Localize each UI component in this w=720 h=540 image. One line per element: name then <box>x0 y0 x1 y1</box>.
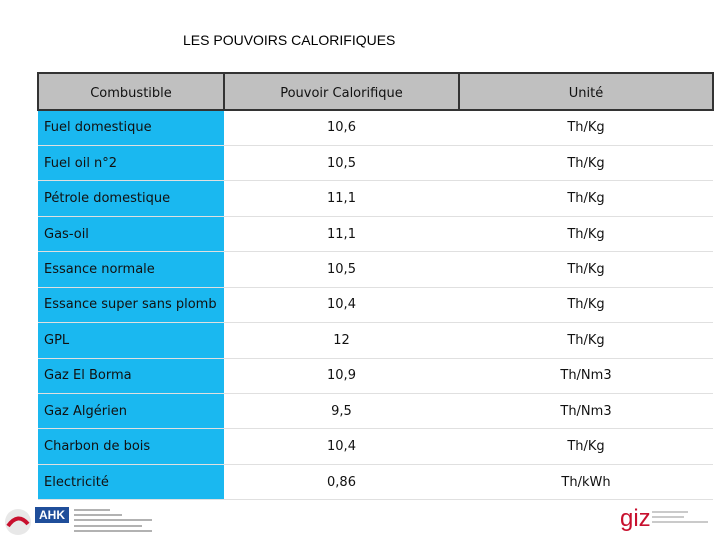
table: Combustible Pouvoir Calorifique Unité Fuel… <box>37 72 714 501</box>
calorific-value: 11,1 <box>224 216 459 253</box>
fuel-name: Fuel oil n°2 <box>38 145 224 182</box>
column-header: Pouvoir Calorifique <box>223 72 460 111</box>
unit: Th/Kg <box>459 251 713 288</box>
table-row: GPL 12 Th/Kg <box>38 322 713 359</box>
table-row: Fuel domestique 10,6 Th/Kg <box>38 110 713 146</box>
calorific-value: 10,4 <box>224 428 459 465</box>
table-row: Gas-oil 11,1 Th/Kg <box>38 216 713 253</box>
logo-box <box>35 507 69 523</box>
unit: Th/Kg <box>459 110 713 146</box>
table-row: Essance normale 10,5 Th/Kg <box>38 251 713 288</box>
unit: Th/Kg <box>459 287 713 324</box>
fuel-name: GPL <box>38 322 224 359</box>
fuel-name: Gas-oil <box>38 216 224 253</box>
calorific-value: 10,4 <box>224 287 459 324</box>
fuel-name: Essance super sans plomb <box>38 287 224 324</box>
table-row: Gaz El Borma 10,9 Th/Nm3 <box>38 358 713 395</box>
calorific-value: 12 <box>224 322 459 359</box>
fuel-name: Gaz El Borma <box>38 358 224 395</box>
logo-text: giz <box>620 505 651 532</box>
logo-emblem <box>5 509 31 535</box>
logo-text: AHK <box>39 508 65 522</box>
calorific-value: 10,6 <box>224 110 459 146</box>
unit: Th/Nm3 <box>459 393 713 430</box>
fuel-name: Electricité <box>38 464 224 501</box>
unit: Th/Kg <box>459 180 713 217</box>
calorific-value: 11,1 <box>224 180 459 217</box>
fuel-name: Essance normale <box>38 251 224 288</box>
unit: Th/kWh <box>459 464 713 501</box>
table-row: Electricité 0,86 Th/kWh <box>38 464 713 501</box>
unit: Th/Kg <box>459 428 713 465</box>
unit: Th/Nm3 <box>459 358 713 395</box>
calorific-value: 10,5 <box>224 251 459 288</box>
table-row: Essance super sans plomb 10,4 Th/Kg <box>38 287 713 324</box>
table-body: Fuel domestique 10,6 Th/Kg Fuel oil n°2 10,5… <box>38 110 713 501</box>
fuel-name: Fuel domestique <box>38 110 224 146</box>
table-row: Fuel oil n°2 10,5 Th/Kg <box>38 145 713 182</box>
giz-logo: giz <box>620 505 708 532</box>
calorific-value: 10,5 <box>224 145 459 182</box>
table-row: Pétrole domestique 11,1 Th/Kg <box>38 180 713 217</box>
logo-emblem <box>6 516 30 528</box>
title: LES POUVOIRS CALORIFIQUES <box>183 32 396 48</box>
column-header: Unité <box>458 72 714 111</box>
fuel-name: Charbon de bois <box>38 428 224 465</box>
unit: Th/Kg <box>459 145 713 182</box>
ahk-logo: AHK <box>5 507 152 535</box>
unit: Th/Kg <box>459 216 713 253</box>
unit: Th/Kg <box>459 322 713 359</box>
logo-lines <box>652 511 708 523</box>
table-row: Charbon de bois 10,4 Th/Kg <box>38 428 713 465</box>
fuel-name: Pétrole domestique <box>38 180 224 217</box>
logo-lines <box>74 509 152 532</box>
header-row: Combustible Pouvoir Calorifique Unité <box>37 72 714 111</box>
calorific-value: 0,86 <box>224 464 459 501</box>
column-header: Combustible <box>37 72 225 111</box>
calorific-value: 9,5 <box>224 393 459 430</box>
table-row: Gaz Algérien 9,5 Th/Nm3 <box>38 393 713 430</box>
fuel-name: Gaz Algérien <box>38 393 224 430</box>
calorific-value: 10,9 <box>224 358 459 395</box>
